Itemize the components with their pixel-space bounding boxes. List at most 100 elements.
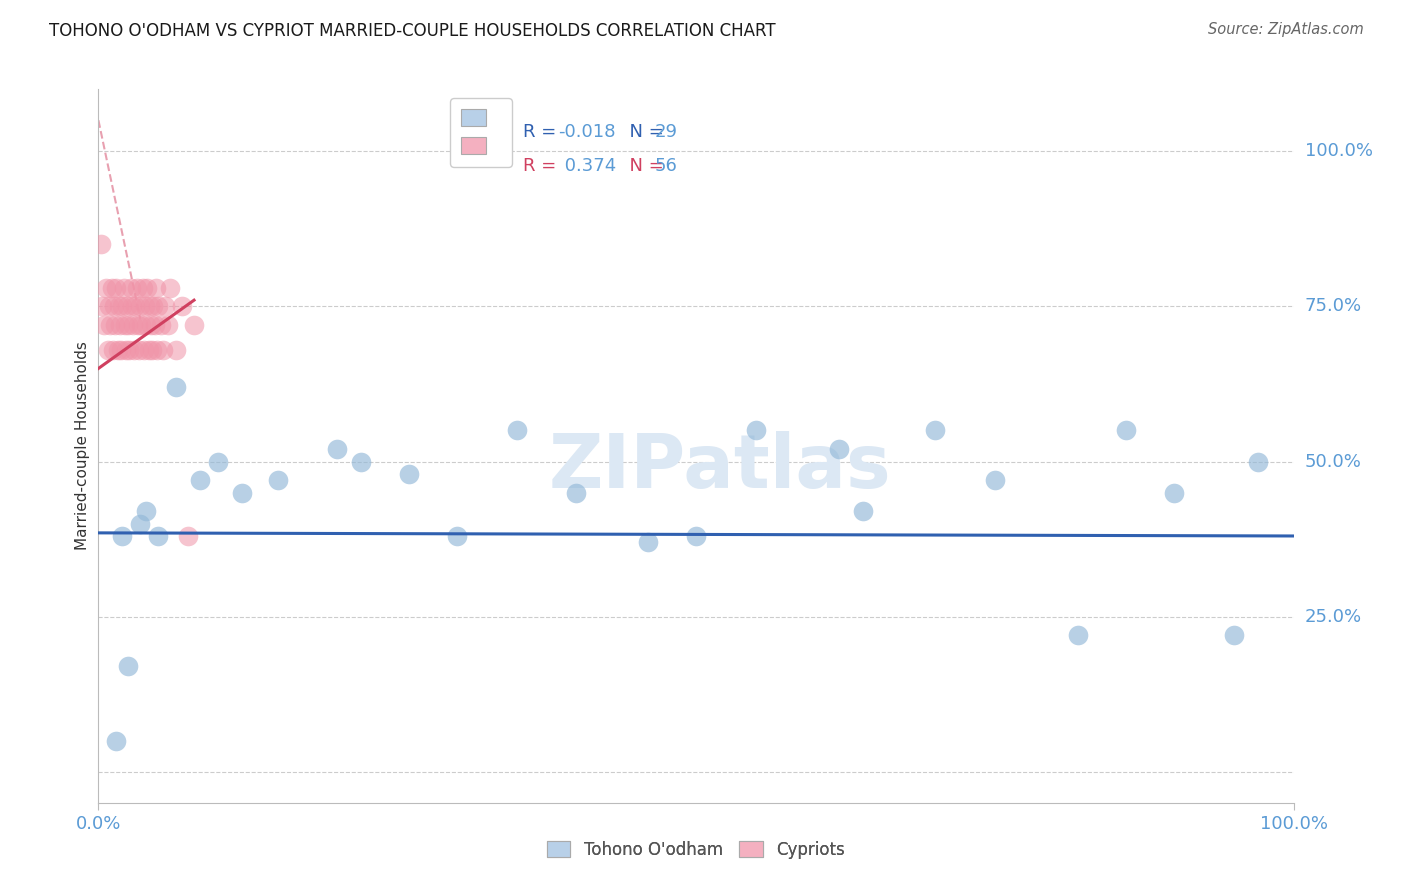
Point [124,343,146,357]
Point [984,473,1007,487]
Point [121,299,143,313]
Point [115,343,138,357]
Point [506,424,529,438]
Point [141,343,163,357]
Point [111,529,134,543]
Point [127,318,149,332]
Point [111,299,134,313]
Point [114,318,136,332]
Point [207,454,229,468]
Point [852,504,875,518]
Point [104,318,127,332]
Point [134,299,156,313]
Point [1115,424,1137,438]
Point [115,299,138,313]
Text: N =: N = [619,123,669,142]
Point [131,318,153,332]
Text: 50.0%: 50.0% [1305,452,1361,470]
Point [125,281,148,295]
Text: 29: 29 [654,123,678,142]
Point [446,529,468,543]
Point [135,318,157,332]
Text: 75.0%: 75.0% [1305,297,1362,316]
Point [117,659,139,673]
Text: R =: R = [523,123,561,142]
Text: 100.0%: 100.0% [1305,142,1372,161]
Point [143,318,166,332]
Point [231,485,253,500]
Point [165,380,187,394]
Point [93,318,115,332]
Point [685,529,707,543]
Point [124,299,146,313]
Point [159,281,181,295]
Point [107,343,129,357]
Point [105,733,128,747]
Point [142,299,165,313]
Point [149,318,172,332]
Point [156,318,179,332]
Point [101,343,124,357]
Text: ZIPatlas: ZIPatlas [548,431,891,504]
Text: Source: ZipAtlas.com: Source: ZipAtlas.com [1208,22,1364,37]
Point [326,442,349,456]
Text: -0.018: -0.018 [558,123,616,142]
Point [110,343,132,357]
Text: 56: 56 [654,157,678,175]
Text: TOHONO O'ODHAM VS CYPRIOT MARRIED-COUPLE HOUSEHOLDS CORRELATION CHART: TOHONO O'ODHAM VS CYPRIOT MARRIED-COUPLE… [49,22,776,40]
Point [107,299,129,313]
Point [98,299,121,313]
Text: 0.374: 0.374 [558,157,616,175]
Point [122,318,145,332]
Point [139,318,162,332]
Point [148,299,170,313]
Point [129,299,152,313]
Point [135,504,157,518]
Point [828,442,851,456]
Point [398,467,420,481]
Point [145,281,167,295]
Point [138,343,160,357]
Point [98,318,122,332]
Point [924,424,946,438]
Point [267,473,290,487]
Point [152,343,174,357]
Point [128,343,150,357]
Point [148,529,170,543]
Point [139,299,162,313]
Point [91,299,114,313]
Point [103,299,125,313]
Point [129,516,152,531]
Point [165,343,187,357]
Point [1067,628,1090,642]
Point [97,343,120,357]
Point [132,343,155,357]
Point [745,424,768,438]
Point [637,535,659,549]
Point [94,281,117,295]
Point [112,281,135,295]
Point [136,281,159,295]
Point [118,343,141,357]
Point [131,281,153,295]
Point [90,237,112,252]
Point [120,281,142,295]
Point [117,318,139,332]
Text: 25.0%: 25.0% [1305,607,1362,625]
Point [155,299,177,313]
Point [177,529,200,543]
Point [172,299,194,313]
Y-axis label: Married-couple Households: Married-couple Households [75,342,90,550]
Point [188,473,211,487]
Point [183,318,205,332]
Point [100,281,122,295]
Point [105,281,128,295]
Legend: Tohono O'odham, Cypriots: Tohono O'odham, Cypriots [540,835,852,866]
Point [565,485,588,500]
Text: N =: N = [619,157,669,175]
Point [146,343,169,357]
Point [108,318,131,332]
Point [1163,485,1185,500]
Point [1223,628,1246,642]
Point [350,454,373,468]
